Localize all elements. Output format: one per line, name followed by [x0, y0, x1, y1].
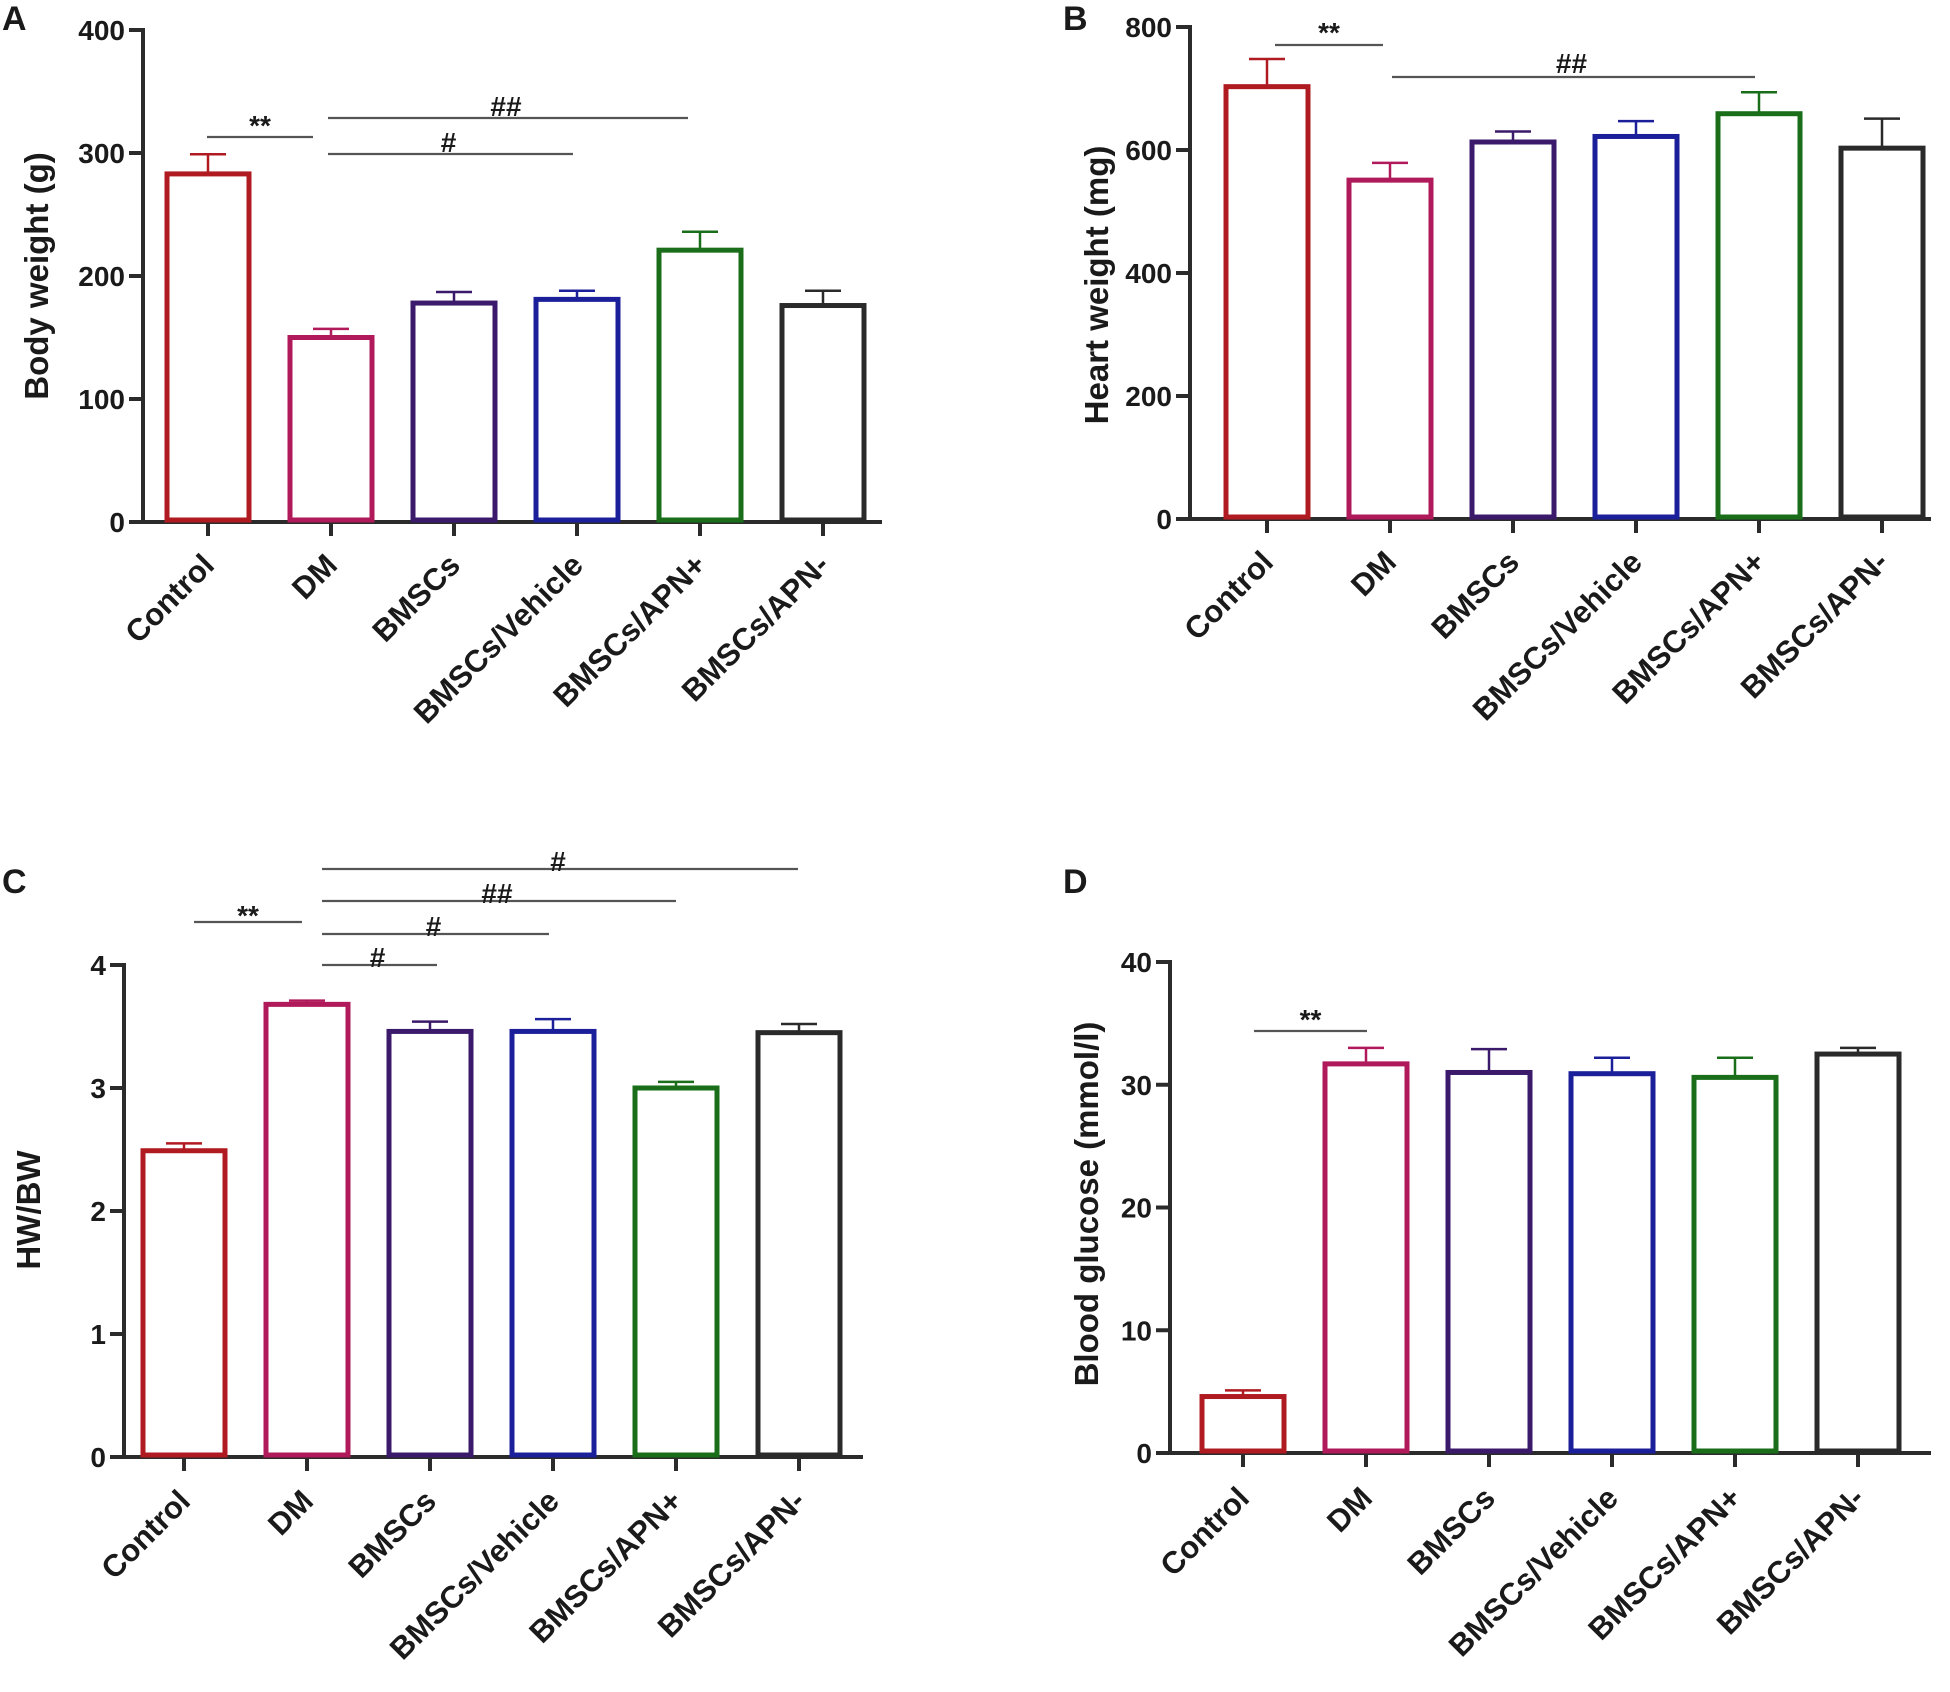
panel-b-y-tick-label: 600 [1125, 135, 1172, 166]
panel-d-sig-label: ** [1300, 1004, 1322, 1035]
panel-a-y-axis-title: Body weight (g) [18, 152, 55, 399]
panel-b-sig-label: ## [1556, 48, 1588, 79]
panel-d: D 0 10 20 30 40 Blood glucose (mmol/l) Control D… [1063, 863, 1931, 1663]
panel-b-y-tick-label: 0 [1156, 504, 1172, 535]
panel-c-dm-label: DM [261, 1483, 320, 1542]
panel-b-control-bar [1223, 84, 1311, 520]
panel-b-y-tick-label: 200 [1125, 381, 1172, 412]
panel-d-control-bar [1199, 1394, 1287, 1454]
panel-b-control-label: Control [1177, 544, 1280, 647]
panel-d-control-label: Control [1153, 1480, 1256, 1583]
panel-c-letter: C [2, 863, 27, 901]
panel-b-bmscs-apn-bar [1838, 145, 1926, 520]
panel-a-sig-label: # [441, 127, 457, 158]
panel-a: A 0 100 200 300 400 Body weight (g) Control DM BM… [2, 0, 882, 730]
panel-a-sig-label: ## [490, 91, 522, 122]
panel-c-sig-label: # [370, 942, 386, 973]
panel-a-bmscs-apn-bar [779, 303, 867, 523]
panel-b-letter: B [1063, 0, 1088, 38]
panel-a-y-tick-label: 200 [78, 261, 125, 292]
panel-b-dm-bar [1346, 177, 1434, 520]
panel-b-y-tick-label: 800 [1125, 12, 1172, 43]
panel-c-y-axis-title: HW/BW [10, 1150, 47, 1270]
panel-a-y-tick-label: 400 [78, 15, 125, 46]
panel-a-control-bar [164, 171, 252, 523]
panel-d-y-tick-label: 20 [1121, 1193, 1152, 1224]
panel-c-y-tick-label: 1 [90, 1319, 106, 1350]
panel-b-bmscs-bar [1469, 139, 1557, 520]
panel-c-sig-label: ** [237, 900, 259, 931]
panel-d-y-tick-label: 10 [1121, 1315, 1152, 1346]
panel-d-y-tick-label: 30 [1121, 1070, 1152, 1101]
panel-d-bmscs-vehicle-bar [1568, 1071, 1656, 1454]
panel-d-dm-bar [1322, 1061, 1410, 1454]
panel-c-bmscs-vehicle-bar [509, 1028, 597, 1458]
panel-a-sig-label: ** [249, 110, 271, 141]
panel-b-bmscs-vehicle-bar [1592, 133, 1680, 520]
panel-c-y-tick-label: 3 [90, 1073, 106, 1104]
panel-d-letter: D [1063, 863, 1088, 901]
panel-c-y-tick-label: 2 [90, 1196, 106, 1227]
panel-c-bmscs-apn-bar [632, 1085, 720, 1458]
panel-c-bmscs-label: BMSCs [341, 1483, 442, 1584]
panel-d-bmscs-label: BMSCs [1400, 1480, 1501, 1581]
panel-c-sig-label: # [426, 911, 442, 942]
panel-b-dm-label: DM [1344, 544, 1403, 603]
panel-b-sig-label: ** [1318, 17, 1340, 48]
panel-a-y-tick-label: 0 [109, 507, 125, 538]
panel-c-control-label: Control [94, 1483, 197, 1586]
panel-a-dm-label: DM [285, 547, 344, 606]
panel-b-bmscs-label: BMSCs [1424, 544, 1525, 645]
panel-b-y-tick-label: 400 [1125, 258, 1172, 289]
panel-b-bmscs-apn-bar [1715, 111, 1803, 520]
panel-b-y-axis-title: Heart weight (mg) [1078, 146, 1115, 425]
panel-d-dm-label: DM [1320, 1480, 1379, 1539]
panel-a-bmscs-bar [410, 300, 498, 523]
panel-a-y-tick-label: 300 [78, 138, 125, 169]
panel-a-bmscs-label: BMSCs [365, 547, 466, 648]
panel-a-dm-bar [287, 335, 375, 523]
panel-d-bmscs-bar [1445, 1069, 1533, 1454]
panel-a-letter: A [2, 0, 27, 38]
panel-a-bmscs-vehicle-bar [533, 296, 621, 523]
panel-d-y-tick-label: 40 [1121, 947, 1152, 978]
panel-c-y-tick-label: 4 [90, 950, 106, 981]
panel-c-control-bar [140, 1148, 228, 1458]
panel-c-sig-label: # [550, 846, 566, 877]
panel-a-y-tick-label: 100 [78, 384, 125, 415]
panel-a-bmscs-apn-bar [656, 247, 744, 523]
panel-c-bmscs-bar [386, 1028, 474, 1458]
panel-c-dm-bar [263, 1001, 351, 1458]
panel-d-bmscs-apn-bar [1814, 1051, 1902, 1454]
panel-d-bmscs-apn-bar [1691, 1074, 1779, 1454]
panel-a-control-label: Control [118, 547, 221, 650]
panel-c-y-tick-label: 0 [90, 1442, 106, 1473]
panel-d-y-tick-label: 0 [1136, 1438, 1152, 1469]
panel-b: B 0 200 400 600 800 Heart weight (mg) Control DM… [1063, 0, 1931, 727]
panel-c-sig-label: ## [481, 878, 513, 909]
panel-d-y-axis-title: Blood glucose (mmol/l) [1068, 1022, 1105, 1387]
panel-c-bmscs-apn-bar [755, 1030, 843, 1458]
